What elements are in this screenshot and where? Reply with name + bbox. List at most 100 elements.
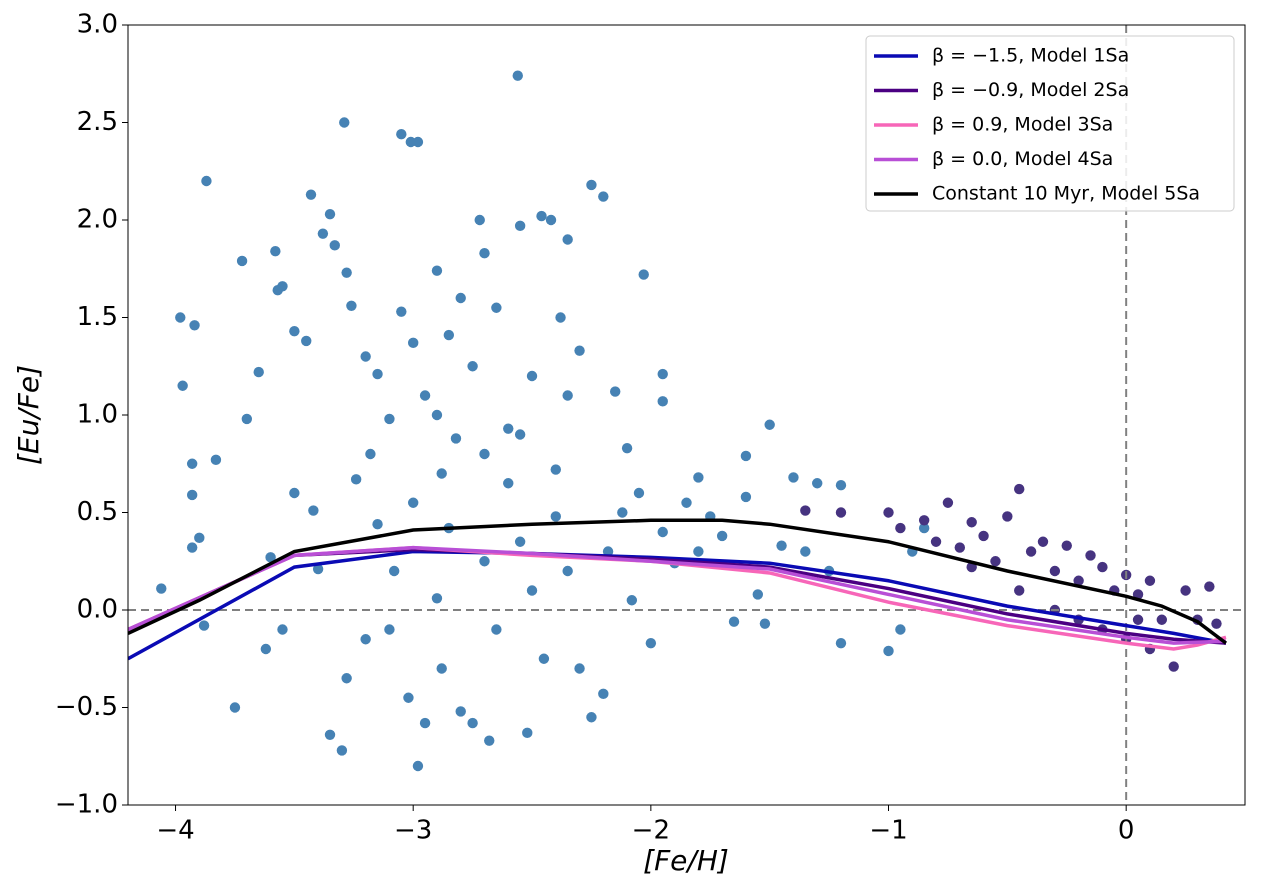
scatter-point [617, 507, 628, 518]
scatter-point [317, 228, 329, 239]
scatter-point [1014, 585, 1025, 596]
legend-label: β = −0.9, Model 2Sa [932, 79, 1129, 101]
scatter-point [621, 442, 633, 454]
scatter-point [305, 189, 317, 200]
scatter-point [186, 458, 198, 469]
scatter-point [210, 454, 222, 466]
scatter-point [491, 624, 502, 635]
scatter-point [308, 505, 319, 516]
x-tick-label: −1 [869, 816, 907, 846]
scatter-point [514, 220, 526, 232]
scatter-point [545, 214, 557, 226]
scatter-point [1211, 618, 1222, 629]
scatter-point [407, 497, 419, 508]
scatter-point [942, 497, 954, 508]
scatter-point [1002, 511, 1013, 522]
x-axis-label: [Fe/H] [643, 844, 729, 877]
scatter-point [930, 536, 942, 547]
scatter-point [1132, 614, 1144, 625]
scatter-point [431, 265, 443, 276]
scatter-point [812, 478, 823, 489]
scatter-point [198, 620, 210, 631]
scatter-point [467, 717, 478, 729]
scatter-point [455, 706, 466, 717]
scatter-point [883, 507, 894, 518]
scatter-point [1097, 561, 1108, 573]
scatter-point [329, 240, 340, 251]
scatter-point [289, 487, 300, 499]
scatter-point [693, 546, 704, 557]
scatter-point [260, 643, 272, 655]
scatter-point [403, 692, 414, 703]
scatter-point [752, 589, 763, 600]
scatter-point [277, 281, 288, 292]
scatter-point [895, 624, 906, 635]
scatter-point [562, 234, 573, 245]
scatter-point [514, 429, 526, 440]
scatter-point [1144, 575, 1156, 586]
scatter-point [436, 663, 447, 674]
scatter-point [455, 292, 466, 304]
scatter-point [1204, 581, 1215, 592]
scatter-point [491, 302, 502, 313]
scatter-point [657, 396, 668, 407]
scatter-point [1073, 575, 1084, 586]
scatter-point [895, 522, 906, 534]
scatter-point [186, 542, 198, 553]
scatter-point [633, 487, 645, 499]
y-tick-label: 3.0 [77, 10, 118, 40]
scatter-point [341, 673, 352, 684]
scatter-point [512, 70, 523, 81]
scatter-point [536, 210, 547, 222]
scatter-point [1014, 483, 1025, 495]
scatter-point [312, 563, 324, 575]
scatter-point [301, 335, 312, 347]
scatter-point [1037, 536, 1049, 547]
scatter-point [1061, 540, 1072, 551]
scatter-point [693, 472, 704, 483]
x-tick-label: 0 [1118, 816, 1135, 846]
scatter-point [602, 546, 614, 557]
scatter-point [574, 663, 585, 674]
scatter-point [450, 433, 462, 444]
scatter-point [384, 624, 395, 635]
y-tick-label: −0.5 [55, 692, 118, 722]
scatter-point [175, 312, 186, 323]
scatter-point [538, 653, 550, 664]
y-tick-label: 0.0 [77, 595, 118, 625]
scatter-point [610, 386, 621, 397]
scatter-point [431, 409, 443, 421]
scatter-point [412, 760, 424, 772]
scatter-point [436, 468, 447, 479]
scatter-point [574, 345, 585, 356]
scatter-point [503, 478, 514, 489]
scatter-point [1025, 546, 1037, 557]
scatter-point [384, 413, 395, 425]
scatter-point [562, 390, 573, 401]
legend-label: β = 0.0, Model 4Sa [932, 148, 1113, 170]
scatter-point [550, 464, 561, 475]
model-line [128, 545, 1227, 645]
scatter-point [467, 361, 478, 372]
scatter-point [645, 637, 657, 649]
scatter-point [626, 595, 638, 606]
scatter-point [443, 329, 455, 341]
scatter-point [522, 727, 533, 739]
scatter-point [412, 136, 424, 148]
scatter-point [339, 117, 350, 128]
scatter-point [526, 370, 538, 382]
scatter-point [728, 616, 740, 627]
scatter-point [954, 542, 966, 553]
scatter-point [360, 351, 371, 362]
scatter-point [835, 507, 847, 518]
scatter-point [194, 532, 205, 544]
scatter-point [177, 380, 188, 391]
scatter-point [479, 448, 490, 460]
scatter-point [405, 136, 417, 148]
scatter-point [918, 515, 930, 526]
scatter-point [759, 618, 771, 629]
scatter-point [186, 489, 198, 501]
scatter-point [350, 474, 362, 485]
scatter-point [526, 585, 538, 596]
